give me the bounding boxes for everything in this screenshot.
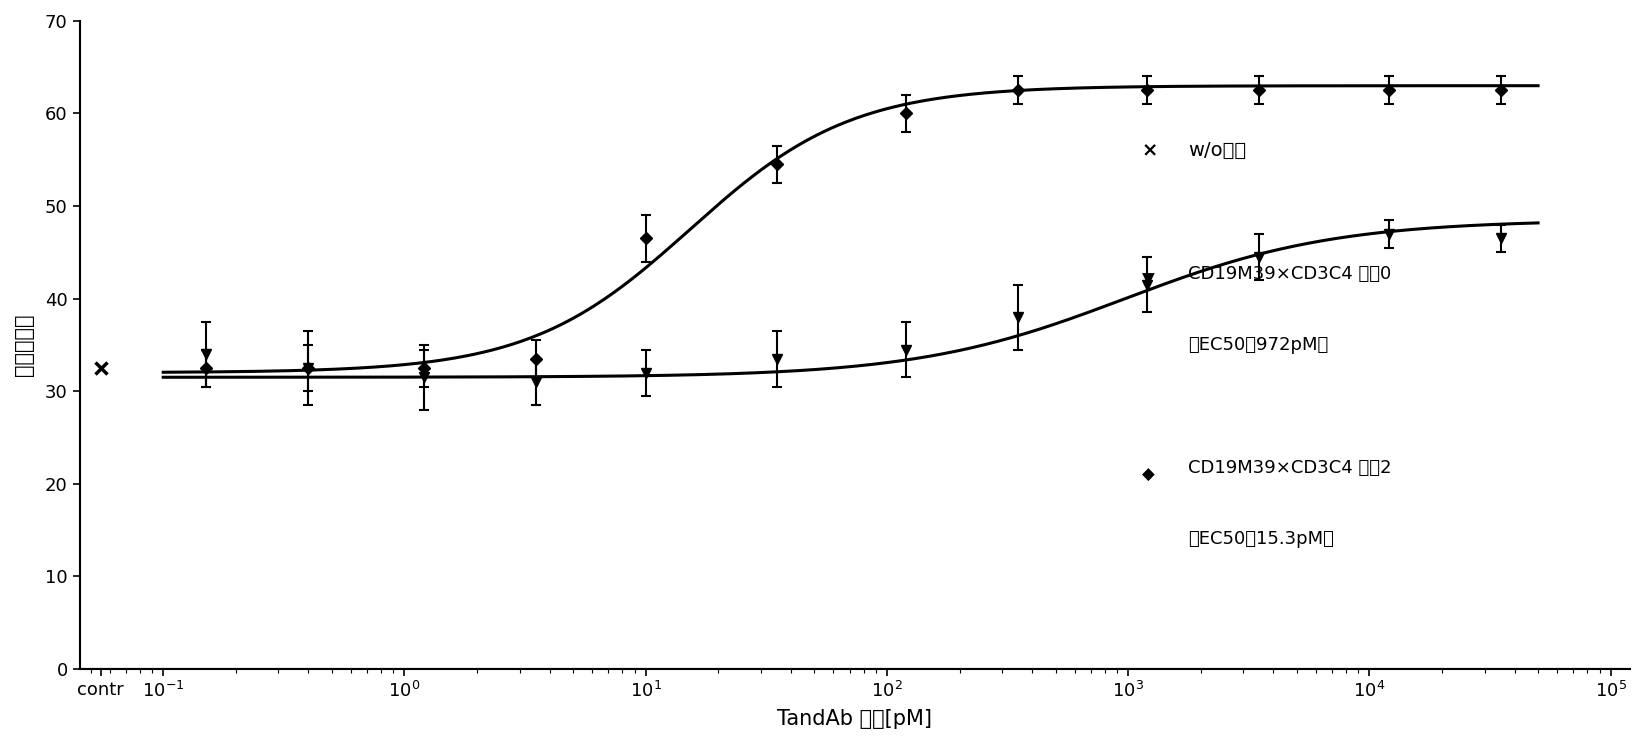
Text: （EC50：15.3pM）: （EC50：15.3pM）: [1189, 531, 1333, 548]
Text: （EC50：972pM）: （EC50：972pM）: [1189, 336, 1328, 354]
Text: ▼: ▼: [1141, 271, 1154, 289]
Text: ×: ×: [1141, 141, 1157, 160]
Y-axis label: 特异性裂解: 特异性裂解: [13, 314, 35, 376]
Text: w/o抗体: w/o抗体: [1189, 141, 1246, 160]
Text: CD19M39×CD3C4 选项2: CD19M39×CD3C4 选项2: [1189, 459, 1391, 477]
X-axis label: TandAb 浓度[pM]: TandAb 浓度[pM]: [778, 709, 932, 729]
Text: ◆: ◆: [1141, 465, 1154, 484]
Text: CD19M39×CD3C4 选项0: CD19M39×CD3C4 选项0: [1189, 265, 1391, 282]
